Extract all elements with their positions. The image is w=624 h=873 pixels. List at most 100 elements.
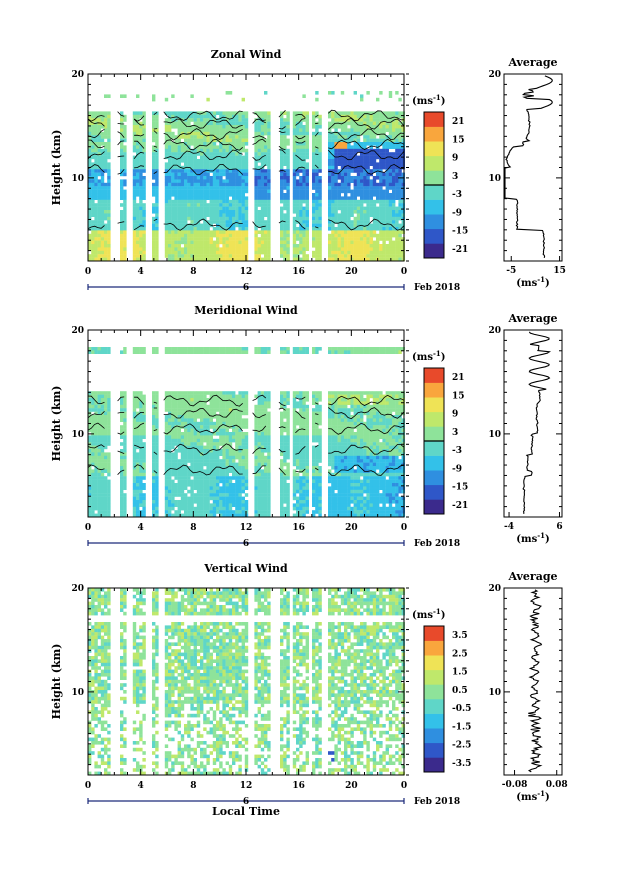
heatmap-cell (168, 445, 172, 450)
heatmap-cell (152, 425, 156, 429)
heatmap-cell (312, 213, 316, 217)
heatmap-cell (104, 145, 108, 149)
heatmap-cell (196, 162, 201, 166)
heatmap-cell (238, 230, 242, 234)
heatmap-cell (97, 155, 101, 160)
heatmap-cell (152, 240, 156, 245)
heatmap-cell (132, 172, 137, 177)
heatmap-cell (216, 415, 220, 419)
heatmap-cell (241, 206, 245, 211)
heatmap-cell (196, 421, 201, 426)
heatmap-cell (350, 230, 354, 234)
contour-line (117, 140, 125, 146)
heatmap-cell (200, 442, 204, 446)
heatmap-cell (254, 169, 258, 173)
heatmap-cell (222, 425, 226, 429)
heatmap-cell (174, 155, 178, 160)
heatmap-cell (142, 152, 146, 156)
heatmap-cell (216, 418, 220, 422)
heatmap-cell (136, 479, 140, 484)
heatmap-cell (334, 155, 338, 160)
heatmap-cell (376, 199, 380, 204)
heatmap-cell (216, 227, 220, 231)
heatmap-cell (356, 203, 361, 207)
heatmap-cell (180, 213, 185, 217)
heatmap-cell (91, 493, 95, 497)
heatmap-cell (216, 172, 220, 177)
heatmap-cell (401, 189, 405, 194)
heatmap-cell (264, 210, 268, 214)
heatmap-cell (228, 118, 233, 122)
heatmap-cell (212, 257, 217, 262)
heatmap-cell (267, 210, 271, 214)
heatmap-cell (107, 145, 111, 149)
heatmap-cell (200, 250, 204, 255)
heatmap-cell (318, 250, 322, 255)
heatmap-cell (187, 442, 191, 446)
heatmap-cell (155, 425, 159, 429)
heatmap-cell (190, 472, 194, 477)
heatmap-cell (193, 500, 197, 504)
heatmap-cell (292, 210, 297, 214)
heatmap-cell (296, 189, 300, 194)
heatmap-cell (315, 155, 319, 160)
heatmap-cell (88, 347, 92, 351)
heatmap-cell (392, 220, 396, 224)
heatmap-cell (296, 230, 300, 234)
heatmap-cell (264, 199, 268, 204)
heatmap-cell (353, 182, 357, 187)
heatmap-cell (334, 111, 338, 115)
heatmap-cell (91, 469, 95, 473)
heatmap-cell (164, 408, 169, 412)
heatmap-cell (382, 155, 386, 160)
heatmap-cell (385, 210, 389, 214)
heatmap-cell (94, 483, 98, 487)
heatmap-cell (360, 213, 364, 217)
heatmap-cell (104, 186, 108, 190)
heatmap-cell (216, 466, 220, 470)
heatmap-cell (340, 223, 345, 228)
contour-line (153, 149, 158, 152)
heatmap-cell (369, 257, 373, 262)
heatmap-cell (382, 142, 386, 146)
heatmap-cell (260, 142, 265, 146)
heatmap-cell (94, 186, 98, 190)
heatmap-cell (216, 459, 220, 463)
heatmap-cell (174, 111, 178, 115)
heatmap-cell (190, 216, 194, 221)
heatmap-cell (344, 223, 348, 228)
heatmap-cell (286, 250, 290, 255)
heatmap-cell (318, 247, 322, 251)
heatmap-cell (142, 230, 146, 234)
heatmap-cell (302, 111, 306, 115)
heatmap-cell (100, 155, 105, 160)
heatmap-cell (193, 203, 197, 207)
heatmap-cell (241, 237, 245, 241)
heatmap-cell (180, 449, 185, 453)
heatmap-cell (392, 210, 396, 214)
heatmap-cell (302, 240, 306, 245)
heatmap-cell (350, 250, 354, 255)
heatmap-cell (305, 125, 309, 129)
heatmap-cell (366, 247, 370, 251)
heatmap-cell (232, 131, 236, 136)
heatmap-cell (232, 210, 236, 214)
heatmap-cell (180, 176, 185, 180)
heatmap-cell (372, 206, 377, 211)
heatmap-cell (139, 125, 143, 129)
heatmap-cell (174, 206, 178, 211)
heatmap-cell (190, 435, 194, 439)
average-x-tick-label: 15 (553, 266, 566, 276)
heatmap-cell (171, 94, 175, 98)
heatmap-cell (174, 216, 178, 221)
heatmap-cell (302, 189, 306, 194)
heatmap-cell (200, 196, 204, 200)
heatmap-cell (331, 233, 335, 238)
heatmap-cell (177, 121, 181, 126)
heatmap-cell (388, 250, 393, 255)
heatmap-cell (366, 240, 370, 245)
heatmap-cell (260, 230, 265, 234)
heatmap-cell (219, 462, 223, 467)
heatmap-cell (190, 483, 194, 487)
heatmap-cell (385, 169, 389, 173)
